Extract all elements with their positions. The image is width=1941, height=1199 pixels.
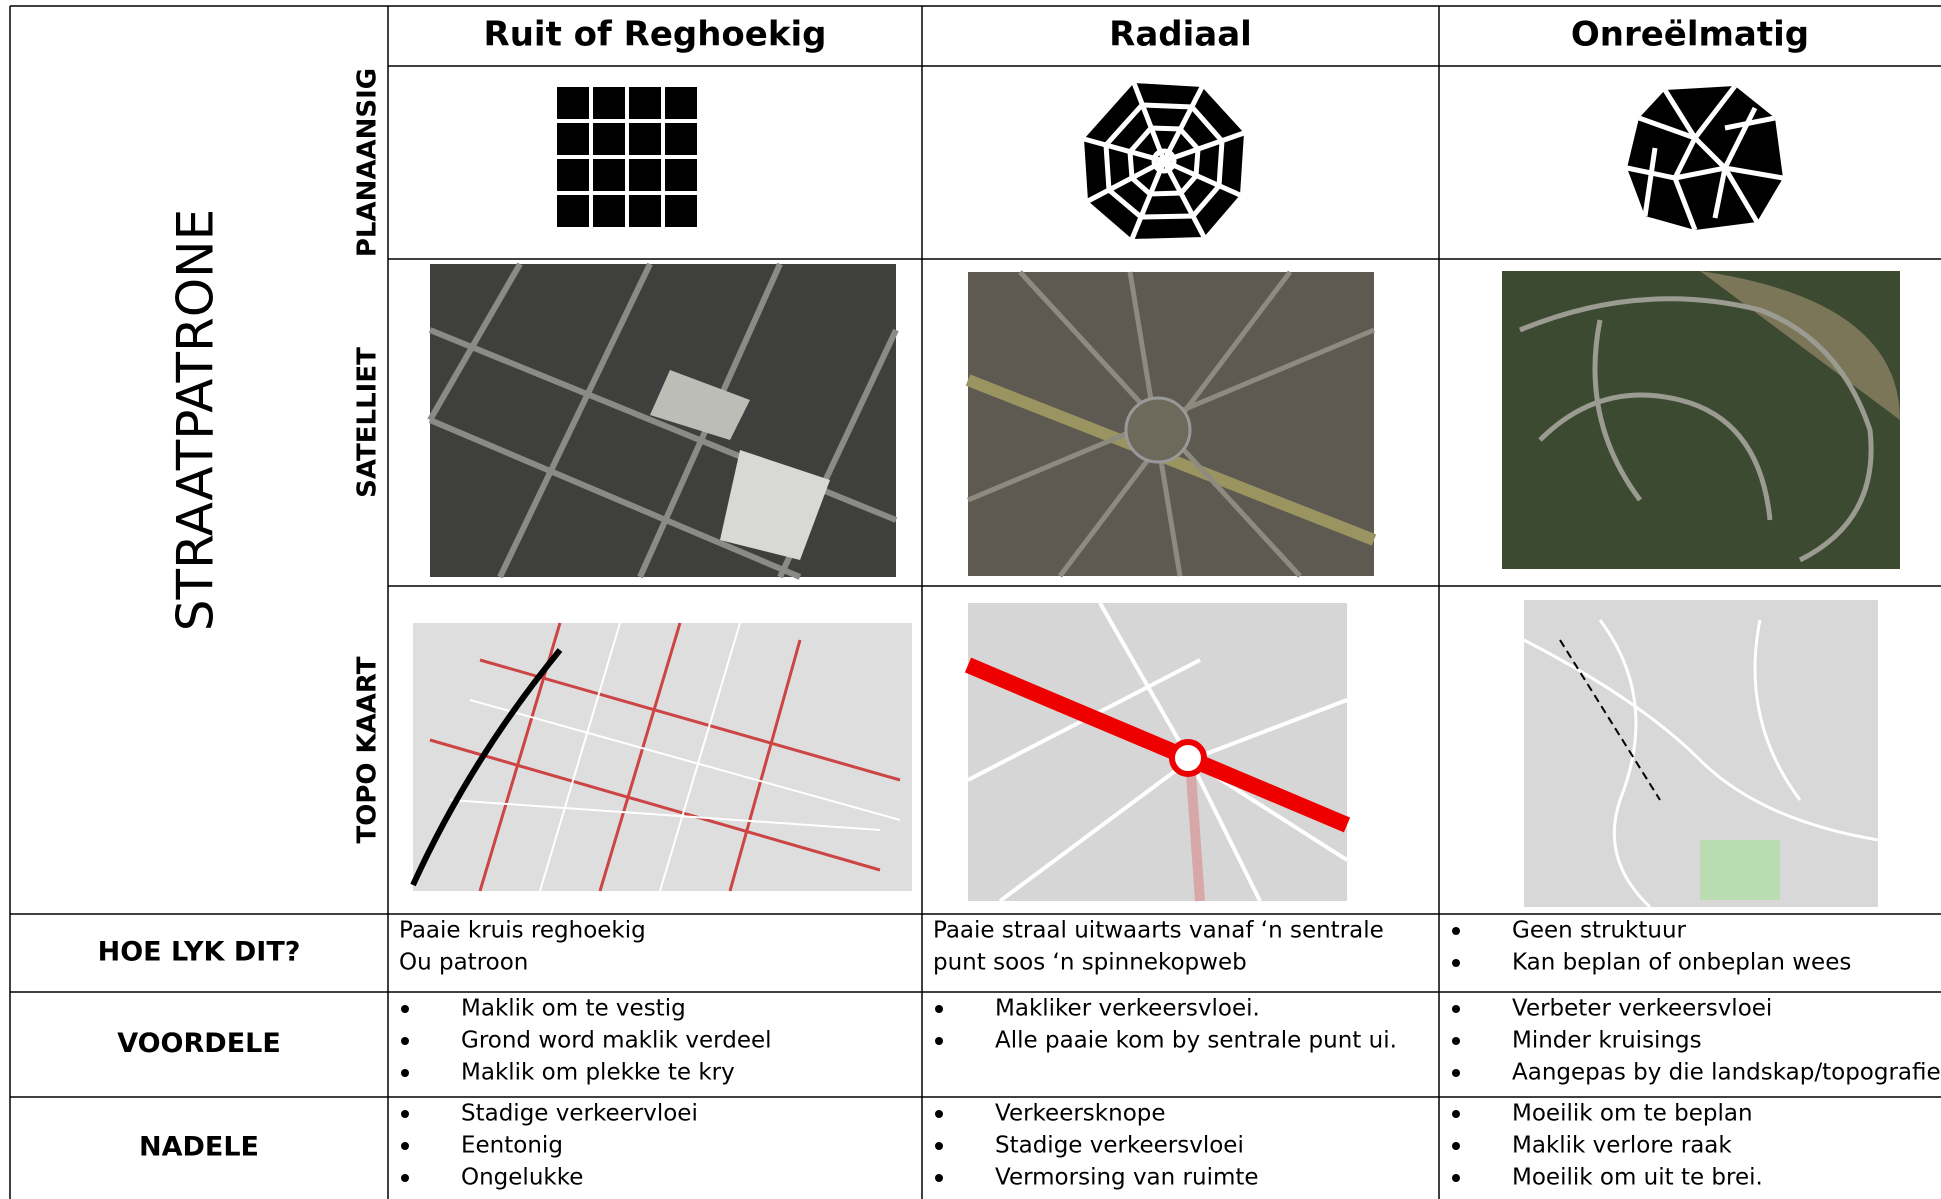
cell-line: Grond word maklik verdeel [461, 1028, 772, 1054]
cell-line: Maklik om plekke te kry [461, 1060, 735, 1086]
bullet [1452, 927, 1460, 935]
cell-line: Moeilik om uit te brei. [1512, 1165, 1763, 1191]
grid-block [593, 123, 625, 155]
image-row-label: SATELLIET [353, 347, 383, 498]
cell-line: Makliker verkeersvloei. [995, 996, 1260, 1022]
bullet [1452, 1174, 1460, 1182]
cell-line: Geen struktuur [1512, 918, 1687, 944]
cell-line: Eentonig [461, 1133, 563, 1159]
cell-line: Ongelukke [461, 1165, 583, 1191]
table-borders [9, 5, 1941, 1199]
grid-block [665, 123, 697, 155]
cell-line: Kan beplan of onbeplan wees [1512, 950, 1851, 976]
grid-block [665, 87, 697, 119]
bullet [1452, 1069, 1460, 1077]
grid-block [557, 195, 589, 227]
cell-line: Paaie kruis reghoekig [399, 918, 646, 944]
row-label: VOORDELE [117, 1028, 281, 1059]
image-row-label: TOPO KAART [353, 656, 383, 843]
cell-line: Moeilik om te beplan [1512, 1101, 1753, 1127]
topo-grid-map [410, 622, 912, 892]
satellite-grid-image [427, 262, 899, 580]
grid-block [629, 87, 661, 119]
bullet [401, 1174, 409, 1182]
bullet [401, 1142, 409, 1150]
image-row-label: PLANAANSIG [353, 68, 383, 257]
cell-line: Maklik om te vestig [461, 996, 686, 1022]
cell-line: Stadige verkeersvloei [995, 1133, 1244, 1159]
bullet [401, 1069, 409, 1077]
bullet [1452, 1037, 1460, 1045]
cell-line: Aangepas by die landskap/topografie [1512, 1060, 1941, 1086]
satellite-irregular-image [1502, 271, 1900, 569]
bullet [401, 1005, 409, 1013]
bullet [935, 1037, 943, 1045]
cell-line: Paaie straal uitwaarts vanaf ‘n sentrale [933, 918, 1384, 944]
row-label: NADELE [139, 1132, 259, 1163]
cell-line: Verbeter verkeersvloei [1512, 996, 1772, 1022]
bullet [935, 1142, 943, 1150]
bullet [401, 1037, 409, 1045]
grid-block [665, 195, 697, 227]
row-label: HOE LYK DIT? [98, 937, 301, 968]
grid-block [557, 87, 589, 119]
grid-block [593, 87, 625, 119]
cell-line: Verkeersknope [995, 1101, 1166, 1127]
table-title: STRAATPATRONE [167, 209, 225, 631]
topo-radial-map [964, 602, 1351, 903]
cell-line: Ou patroon [399, 950, 528, 976]
satellite-radial-image [965, 270, 1377, 578]
bullet [1452, 1110, 1460, 1118]
irregular-plan-icon [1626, 84, 1784, 231]
column-header: Onreëlmatig [1571, 15, 1809, 55]
grid-block [629, 159, 661, 191]
bullet [935, 1174, 943, 1182]
grid-block [629, 195, 661, 227]
column-header: Ruit of Reghoekig [484, 15, 827, 55]
cell-line: punt soos ‘n spinnekopweb [933, 950, 1247, 976]
grid-block [593, 159, 625, 191]
column-header: Radiaal [1109, 15, 1252, 55]
bullet [1452, 1142, 1460, 1150]
radial-plan-icon [1083, 82, 1245, 240]
grid-plan-icon [557, 87, 697, 227]
grid-block [593, 195, 625, 227]
cell-line: Minder kruisings [1512, 1028, 1702, 1054]
grid-block [665, 159, 697, 191]
grid-block [557, 159, 589, 191]
cell-line: Alle paaie kom by sentrale punt ui. [995, 1028, 1397, 1054]
bullet [935, 1110, 943, 1118]
bullet [401, 1110, 409, 1118]
cell-line: Stadige verkeervloei [461, 1101, 698, 1127]
topo-irregular-map [1523, 600, 1879, 909]
bullet [935, 1005, 943, 1013]
cell-line: Maklik verlore raak [1512, 1133, 1732, 1159]
bullet [1452, 959, 1460, 967]
grid-block [629, 123, 661, 155]
bullet [1452, 1005, 1460, 1013]
cell-line: Vermorsing van ruimte [995, 1165, 1259, 1191]
grid-block [557, 123, 589, 155]
